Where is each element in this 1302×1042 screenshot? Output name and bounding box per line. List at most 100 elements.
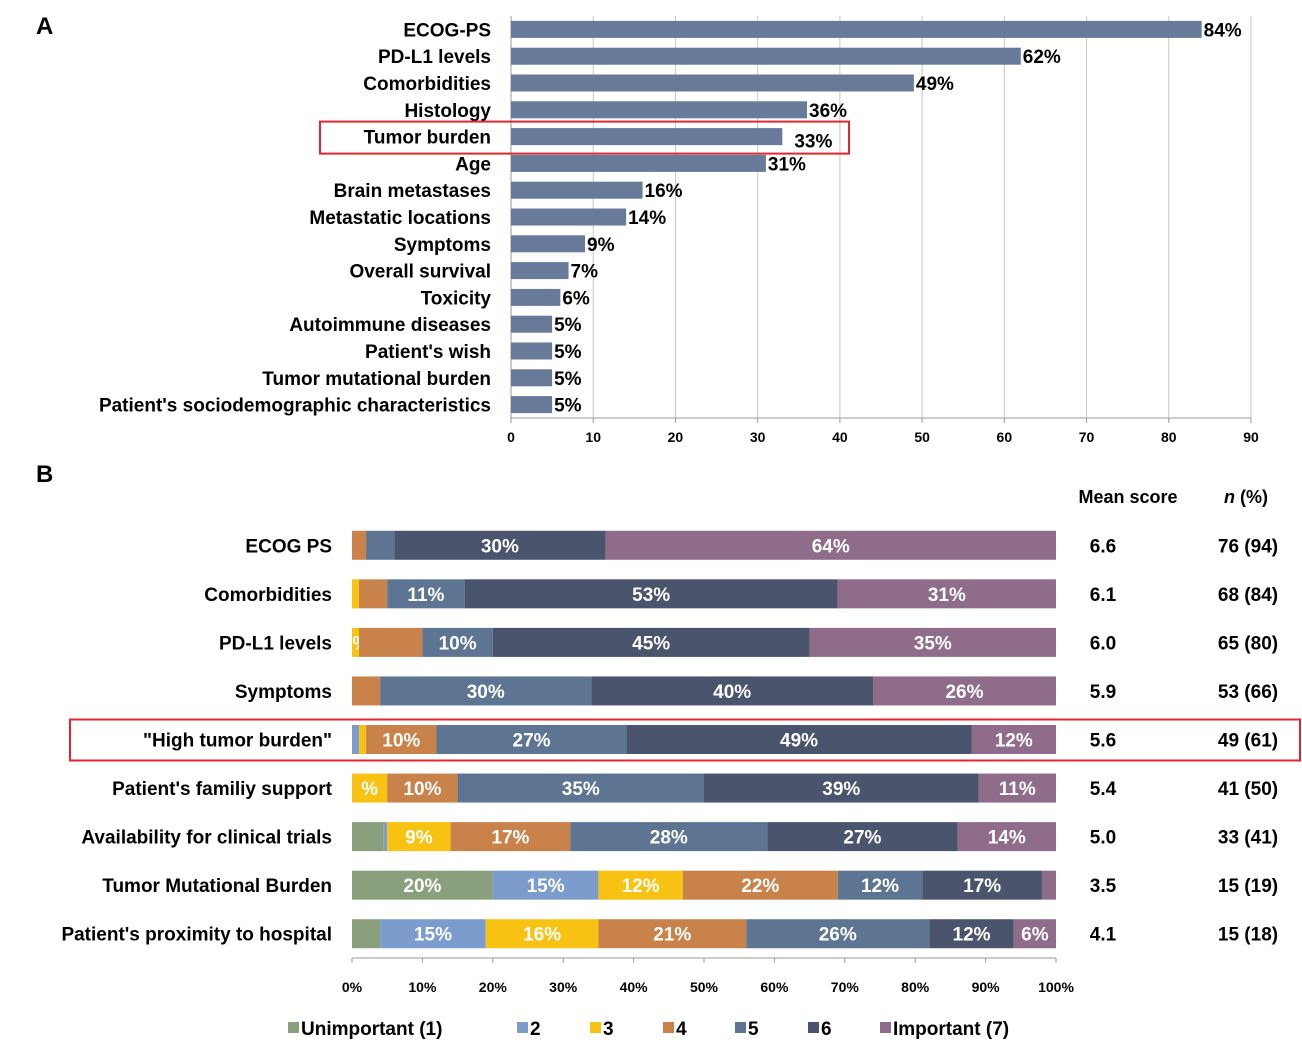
value-label: 5% [554,396,582,417]
value-label: 84% [1204,20,1242,41]
stacked-segment [591,676,873,706]
panel-b-chart: 0% 10% 20% 30% 40% 50% 60% 70% 80% 90% 100% Mean sc… [61,487,1301,1040]
stacked-segment [485,919,599,949]
category-label: Comorbidities [204,585,332,606]
n-percent-value: 76 (94) [1218,536,1278,557]
value-label: 16% [645,181,683,202]
value-label: 5% [554,342,582,363]
mean-score-value: 5.4 [1090,779,1117,800]
stacked-segment [352,627,360,657]
legend-label: 6 [821,1019,832,1040]
legend-label: 2 [530,1019,541,1040]
n-percent-value: 33 (41) [1218,828,1278,849]
segment-label: 12% [995,731,1033,752]
stacked-segment [767,822,958,852]
stacked-segment [450,822,571,852]
x-tick-label: 20% [479,979,508,995]
stacked-segment [957,822,1056,852]
stacked-segment [929,919,1014,949]
n-percent-value: 41 (50) [1218,779,1278,800]
stacked-segment [872,676,1056,706]
mean-score-header: Mean score [1078,487,1177,507]
bar [511,101,807,119]
segment-label: 64% [812,536,850,557]
stacked-segment [366,725,437,754]
x-tick-label: 90% [972,979,1001,995]
n-percent-value: 15 (19) [1218,876,1278,897]
x-tick-label: 50 [914,429,930,445]
segment-label: 11% [999,779,1036,800]
legend-swatch [288,1022,299,1033]
segment-label: 30% [467,682,505,703]
stacked-segment [837,579,1056,609]
panel-b-letter: B [36,461,53,488]
value-label: 62% [1023,47,1061,68]
legend-label: 3 [603,1019,614,1040]
bar [511,235,585,253]
segment-label: 10% [403,779,441,800]
segment-label: 26% [819,925,857,946]
category-label: Toxicity [421,288,492,309]
stacked-segment [352,530,367,560]
category-label: Tumor mutational burden [262,369,491,390]
mean-score-value: 5.0 [1090,828,1116,849]
stacked-segment [352,822,384,852]
legend-label: 4 [676,1019,687,1040]
category-label: "High tumor burden" [143,731,332,752]
x-tick-label: 90 [1243,429,1259,445]
stacked-segment [359,725,367,754]
stacked-segment [570,822,768,852]
stacked-segment [598,870,683,900]
value-label: 6% [562,288,590,309]
stacked-segment [387,773,458,803]
category-label: Patient's sociodemographic characteristi… [99,396,491,417]
segment-label: 45% [632,633,670,654]
segment-label: 53% [632,585,670,606]
stacked-segment [978,773,1056,803]
value-label: 9% [587,235,615,256]
stacked-segment [492,627,810,657]
bar [511,262,569,280]
stacked-segment [383,822,388,852]
x-tick-label: 30% [549,979,578,995]
bar [511,74,914,92]
x-tick-label: 70 [1079,429,1095,445]
category-label: Age [455,154,491,175]
stacked-segment [809,627,1056,657]
bar [511,20,1202,38]
segment-label: 15% [414,925,452,946]
stacked-segment [422,627,493,657]
stacked-segment [1041,870,1056,900]
mean-score-value: 6.0 [1090,633,1116,654]
category-label: Availability for clinical trials [81,828,332,849]
value-label: 5% [554,369,582,390]
segment-label: 35% [914,633,952,654]
n-percent-header: n (%) [1224,487,1268,507]
stacked-segment [626,725,972,754]
stacked-segment [492,870,599,900]
segment-label: 12% [953,925,991,946]
bar [511,208,627,226]
category-label: Tumor Mutational Burden [102,876,332,897]
x-tick-label: 10 [585,429,601,445]
category-label: Brain metastases [334,181,491,202]
value-label: 49% [916,74,954,95]
stacked-segment [359,627,423,657]
stacked-segment [380,676,592,706]
segment-label: 39% [822,779,860,800]
category-label: Symptoms [394,235,491,256]
mean-score-value: 4.1 [1090,925,1117,946]
segment-label: 15% [527,876,565,897]
segment-label: 31% [928,585,966,606]
category-label: Comorbidities [363,74,491,95]
legend-label: 5 [748,1019,759,1040]
stacked-segment [387,579,465,609]
mean-score-value: 5.9 [1090,682,1116,703]
stacked-segment [366,530,395,560]
value-label: 31% [768,154,806,175]
mean-score-value: 6.6 [1090,536,1116,557]
segment-label: 12% [622,876,660,897]
x-tick-label: 0 [507,429,515,445]
segment-label: 21% [653,925,691,946]
